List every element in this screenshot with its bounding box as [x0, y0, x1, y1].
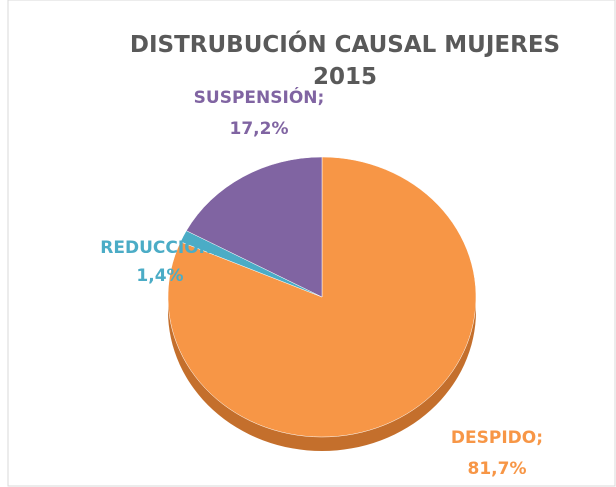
title-line: DISTRUBUCIÓN CAUSAL MUJERES [130, 30, 560, 58]
chart-title: DISTRUBUCIÓN CAUSAL MUJERES 2015 [130, 30, 560, 90]
pie-slice [167, 156, 477, 438]
pie-slice [186, 156, 323, 298]
data-label: DESPIDO; 81,7% [451, 428, 543, 479]
label-category: REDUCCIÓN [100, 236, 213, 258]
label-separator: ; [213, 238, 220, 258]
data-label: REDUCCIÓN; 1,4% [100, 236, 219, 286]
label-category: SUSPENSIÓN [194, 86, 318, 108]
title-line: 2015 [313, 64, 377, 90]
label-value: 17,2% [230, 119, 289, 139]
data-label: SUSPENSIÓN; 17,2% [194, 86, 325, 139]
label-separator: ; [318, 88, 325, 108]
label-value: 81,7% [468, 459, 527, 479]
label-separator: ; [536, 428, 543, 448]
chart-frame [7, 0, 616, 487]
label-value: 1,4% [136, 266, 183, 286]
label-category: DESPIDO [451, 428, 536, 448]
